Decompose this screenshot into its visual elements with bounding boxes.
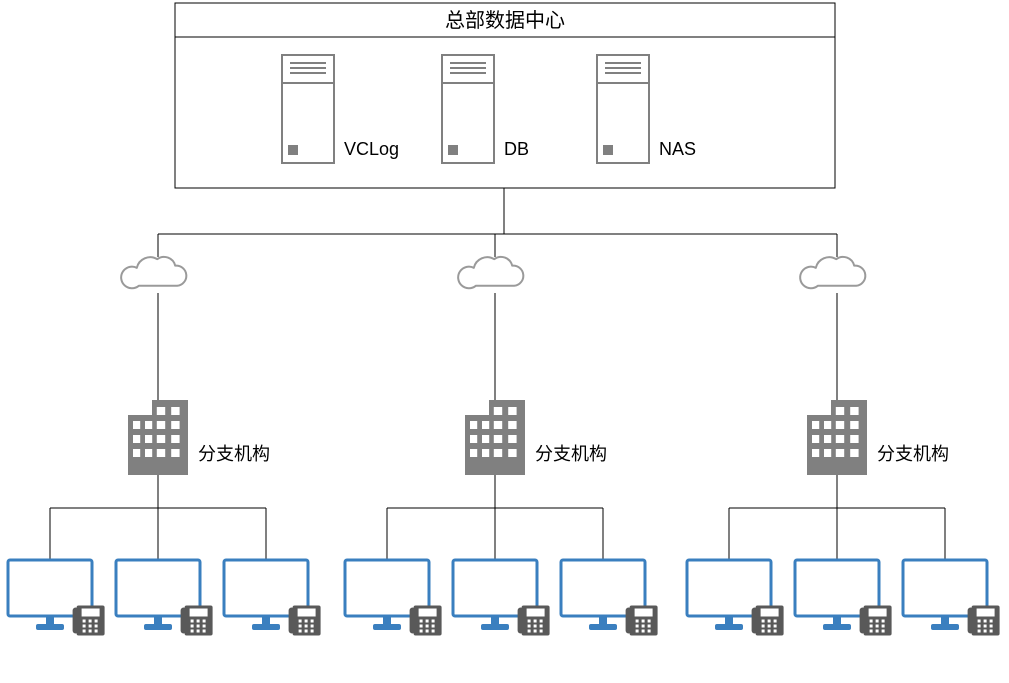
client-workstation-icon: [116, 560, 213, 636]
server-icon: NAS: [597, 55, 696, 163]
phone-icon: [968, 606, 1000, 636]
phone-icon: [73, 606, 105, 636]
client-workstation-icon: [687, 560, 784, 636]
phone-icon: [289, 606, 321, 636]
server-label: DB: [504, 139, 529, 159]
server-label: NAS: [659, 139, 696, 159]
server-icon: DB: [442, 55, 529, 163]
datacenter-box: 总部数据中心: [175, 3, 835, 188]
cloud-icon: [458, 257, 523, 288]
branch-label: 分支机构: [535, 444, 607, 464]
phone-icon: [860, 606, 892, 636]
cloud-icon: [121, 257, 186, 288]
client-workstation-icon: [224, 560, 321, 636]
building-icon: [128, 400, 188, 475]
client-workstation-icon: [795, 560, 892, 636]
phone-icon: [181, 606, 213, 636]
branch-label: 分支机构: [198, 444, 270, 464]
client-workstation-icon: [561, 560, 658, 636]
building-icon: [465, 400, 525, 475]
client-workstation-icon: [345, 560, 442, 636]
server-label: VCLog: [344, 139, 399, 159]
client-workstation-icon: [903, 560, 1000, 636]
branch-label: 分支机构: [877, 444, 949, 464]
trunk-lines: [158, 188, 837, 257]
phone-icon: [626, 606, 658, 636]
phone-icon: [518, 606, 550, 636]
datacenter-title: 总部数据中心: [445, 9, 565, 32]
building-icon: [807, 400, 867, 475]
client-workstation-icon: [453, 560, 550, 636]
phone-icon: [410, 606, 442, 636]
client-workstation-icon: [8, 560, 105, 636]
cloud-icon: [800, 257, 865, 288]
phone-icon: [752, 606, 784, 636]
server-icon: VCLog: [282, 55, 399, 163]
